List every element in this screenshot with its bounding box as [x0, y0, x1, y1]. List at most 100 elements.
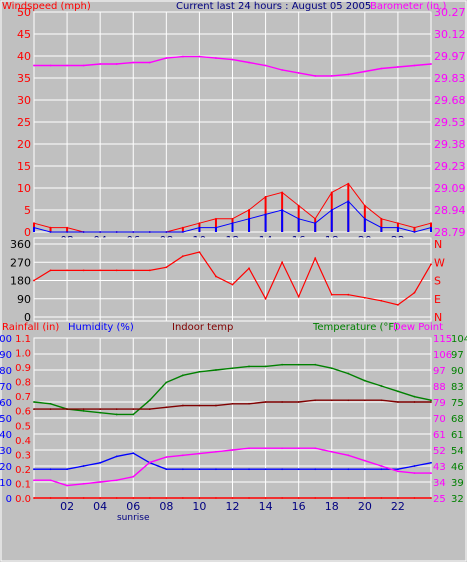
- series-humidity-point: [132, 452, 135, 455]
- series-temperature-f-point: [82, 409, 85, 412]
- series-indoor-temp-point: [380, 399, 383, 402]
- wind-direction-line-point: [363, 296, 366, 299]
- temp-tick-label-b: 68: [451, 414, 464, 425]
- series-indoor-temp-point: [82, 408, 85, 411]
- temp-tick-label-a: 79: [433, 398, 446, 409]
- series-rainfall-in-point: [148, 497, 151, 499]
- series-temperature-f-point: [148, 399, 151, 402]
- series-temperature-f-point: [330, 367, 333, 370]
- series-dew-point-point: [165, 456, 168, 459]
- windspeed-line-point: [264, 213, 267, 216]
- barometer-line-point: [330, 75, 333, 77]
- y-tick-label-left: 15: [17, 160, 31, 173]
- temp-tick-label-b: 46: [451, 462, 464, 473]
- series-rainfall-in-point: [347, 497, 350, 499]
- series-dew-point-point: [215, 450, 217, 453]
- humidity-tick-label: 0: [6, 494, 12, 505]
- series-humidity-point: [397, 468, 399, 471]
- wind-direction-line-point: [115, 269, 118, 272]
- windspeed-line-point: [115, 231, 118, 233]
- wind-direction-line-point: [99, 269, 102, 272]
- series-temperature-f-point: [215, 369, 217, 371]
- wind-direction-line-point: [82, 269, 85, 272]
- rainfall-axis-title: Rainfall (in): [2, 322, 59, 333]
- barometer-line-point: [181, 55, 184, 58]
- series-humidity-point: [82, 465, 85, 467]
- series-indoor-temp-point: [314, 399, 317, 402]
- y-tick-label-right: 28.79: [434, 226, 466, 239]
- wind-direction-line-point: [132, 269, 135, 272]
- series-indoor-temp-point: [49, 408, 52, 411]
- series-indoor-temp-point: [115, 408, 118, 411]
- series-dew-point-point: [181, 454, 184, 457]
- y-tick-label-left: 40: [17, 50, 31, 63]
- rainfall-tick-label: 0.7: [15, 392, 31, 403]
- barometer-line-point: [430, 63, 432, 65]
- gust-line-point: [297, 204, 300, 207]
- series-indoor-temp-point: [264, 401, 267, 403]
- rain-humidity-y-ticks: 10090807060504030201001.11.00.90.80.70.6…: [0, 334, 31, 505]
- gust-bar: [181, 227, 184, 232]
- series-humidity-point: [330, 468, 333, 471]
- y-tick-label-right: 29.23: [434, 160, 466, 173]
- barometer-axis-title: Barometer (in.): [370, 1, 446, 12]
- windspeed-line-point: [198, 226, 201, 229]
- rainfall-tick-label: 0.6: [15, 407, 31, 418]
- series-indoor-temp-point: [198, 404, 201, 407]
- series-dew-point-point: [66, 484, 68, 487]
- temp-tick-label-b: 90: [451, 366, 464, 377]
- series-temperature-f-point: [248, 365, 250, 368]
- y-tick-label-right: 29.53: [434, 116, 466, 129]
- series-indoor-temp-point: [347, 399, 350, 402]
- windspeed-line-point: [231, 222, 234, 225]
- y-tick-label-right: 29.97: [434, 50, 466, 63]
- windspeed-axis-title: Windspeed (mph): [2, 1, 91, 12]
- series-dew-point-point: [33, 479, 35, 482]
- barometer-line-point: [231, 58, 234, 61]
- wind-series: [33, 55, 432, 233]
- windspeed-line-point: [165, 231, 168, 233]
- series-temperature-f-point: [397, 390, 399, 393]
- series-indoor-temp-point: [413, 401, 416, 403]
- series-dew-point-point: [49, 479, 52, 482]
- windspeed-bar: [264, 214, 267, 232]
- gust-bar: [413, 227, 416, 232]
- x-tick-label: 04: [93, 500, 107, 513]
- series-dew-point-point: [231, 449, 234, 451]
- windspeed-line-point: [281, 209, 284, 211]
- rainfall-tick-label: 1.1: [15, 334, 31, 345]
- series-humidity-point: [297, 468, 300, 471]
- series-dew-point-point: [264, 447, 267, 450]
- series-indoor-temp-point: [248, 402, 250, 405]
- x-tick-label: 10: [192, 500, 206, 513]
- series-rainfall-in-point: [314, 497, 317, 499]
- y-tick-label-left: 50: [17, 6, 31, 19]
- y-tick-label-left: 10: [17, 182, 31, 195]
- rainfall-tick-label: 0.3: [15, 450, 31, 461]
- series-dew-point-point: [413, 472, 416, 475]
- x-tick-label: 18: [325, 500, 339, 513]
- series-indoor-temp-point: [231, 402, 234, 405]
- series-rainfall-in-point: [82, 497, 85, 499]
- humidity-tick-label: 30: [0, 446, 12, 457]
- gust-line-point: [215, 217, 217, 220]
- temp-tick-label-b: 83: [451, 382, 464, 393]
- gust-line-point: [231, 217, 234, 220]
- windspeed-line-point: [347, 200, 350, 203]
- series-dew-point-point: [430, 472, 432, 475]
- windspeed-line-point: [49, 231, 52, 233]
- x-tick-label: 12: [226, 500, 240, 513]
- gust-bar: [380, 218, 383, 232]
- wind-direction-line-point: [397, 303, 399, 306]
- windspeed-line-point: [397, 226, 399, 229]
- windspeed-bar: [297, 218, 300, 232]
- series-rainfall-in-point: [165, 497, 168, 499]
- rainfall-tick-label: 0.2: [15, 465, 31, 476]
- windspeed-bar: [248, 218, 251, 232]
- barometer-line-point: [215, 57, 217, 59]
- series-temperature-f-point: [132, 413, 135, 416]
- temperature-x-ticks: 02 04 06 08 10 12 14 16 18 20 22 sunrise: [60, 500, 405, 523]
- series-indoor-temp-point: [165, 406, 168, 409]
- gust-line-point: [248, 209, 250, 211]
